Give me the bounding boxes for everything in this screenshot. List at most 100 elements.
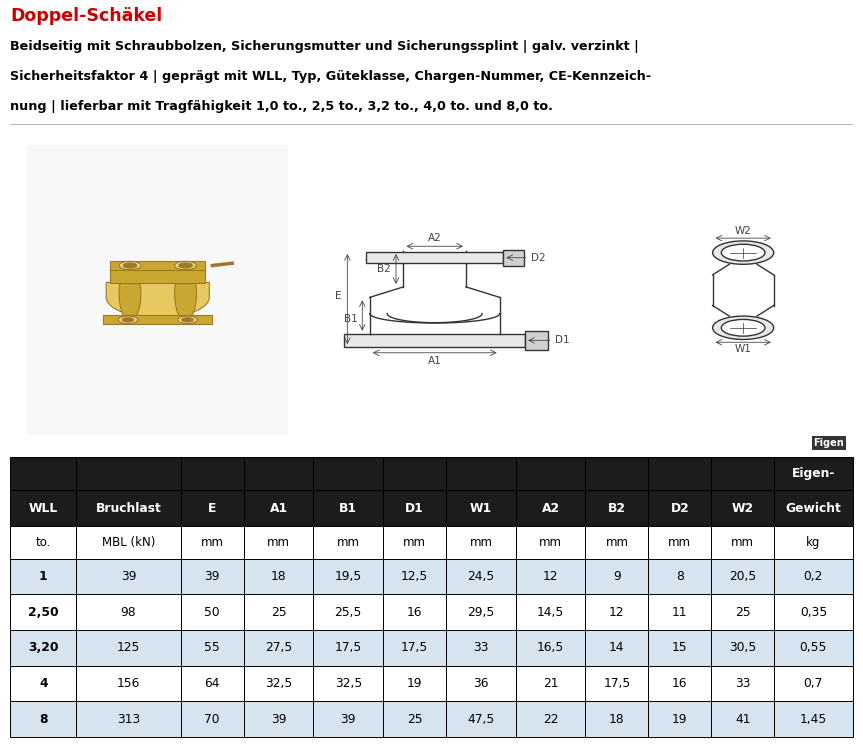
Text: 125: 125 <box>117 642 140 654</box>
Text: W2: W2 <box>734 227 752 236</box>
Bar <box>648 701 711 737</box>
Bar <box>10 595 76 630</box>
Text: E: E <box>208 502 217 515</box>
Text: mm: mm <box>337 536 360 549</box>
Text: 19,5: 19,5 <box>335 570 362 583</box>
Bar <box>585 665 648 701</box>
Text: D2: D2 <box>671 502 690 515</box>
Text: 0,2: 0,2 <box>803 570 823 583</box>
Text: 20,5: 20,5 <box>729 570 756 583</box>
Text: 8: 8 <box>39 712 47 726</box>
Bar <box>243 595 313 630</box>
Text: to.: to. <box>35 536 51 549</box>
Bar <box>516 701 585 737</box>
Bar <box>313 665 383 701</box>
Bar <box>516 559 585 595</box>
Text: 21: 21 <box>543 677 558 690</box>
Bar <box>585 457 648 490</box>
Bar <box>110 261 205 270</box>
Text: A2: A2 <box>428 233 442 243</box>
Bar <box>516 457 585 490</box>
Text: Figen: Figen <box>814 438 844 448</box>
Text: Sicherheitsfaktor 4 | geprägt mit WLL, Typ, Güteklasse, Chargen-Nummer, CE-Kennz: Sicherheitsfaktor 4 | geprägt mit WLL, T… <box>10 70 652 83</box>
Text: 19: 19 <box>406 677 422 690</box>
Bar <box>774 665 853 701</box>
Bar <box>585 527 648 559</box>
Text: 39: 39 <box>271 712 287 726</box>
Bar <box>446 630 516 665</box>
Text: 29,5: 29,5 <box>467 606 494 618</box>
Text: 98: 98 <box>121 606 136 618</box>
Text: 25: 25 <box>735 606 751 618</box>
Text: 41: 41 <box>735 712 751 726</box>
Bar <box>516 490 585 527</box>
Bar <box>243 559 313 595</box>
Text: Gewicht: Gewicht <box>785 502 841 515</box>
Text: kg: kg <box>806 536 821 549</box>
Bar <box>76 457 180 490</box>
Bar <box>243 630 313 665</box>
Text: 15: 15 <box>672 642 688 654</box>
Text: 32,5: 32,5 <box>335 677 362 690</box>
Bar <box>711 527 774 559</box>
Bar <box>313 630 383 665</box>
Circle shape <box>713 316 774 339</box>
Text: 16: 16 <box>672 677 688 690</box>
Bar <box>526 331 548 350</box>
Text: 64: 64 <box>205 677 220 690</box>
Text: 18: 18 <box>609 712 625 726</box>
Text: 39: 39 <box>341 712 356 726</box>
Bar <box>585 595 648 630</box>
Bar <box>10 665 76 701</box>
Bar <box>383 457 446 490</box>
Text: D2: D2 <box>531 253 545 263</box>
Bar <box>76 701 180 737</box>
Text: 0,7: 0,7 <box>803 677 823 690</box>
Text: 14: 14 <box>609 642 625 654</box>
Bar <box>585 630 648 665</box>
Bar <box>774 527 853 559</box>
Bar <box>313 457 383 490</box>
Ellipse shape <box>123 263 137 268</box>
Bar <box>711 490 774 527</box>
Ellipse shape <box>179 263 192 268</box>
Bar <box>180 595 243 630</box>
Ellipse shape <box>181 318 193 322</box>
Bar <box>446 665 516 701</box>
Ellipse shape <box>118 316 138 324</box>
Bar <box>10 527 76 559</box>
Bar <box>383 595 446 630</box>
Text: Beidseitig mit Schraubbolzen, Sicherungsmutter und Sicherungssplint | galv. verz: Beidseitig mit Schraubbolzen, Sicherungs… <box>10 40 639 53</box>
Text: W2: W2 <box>732 502 753 515</box>
Bar <box>711 701 774 737</box>
Ellipse shape <box>122 318 134 322</box>
Bar <box>516 630 585 665</box>
Bar <box>516 665 585 701</box>
Text: nung | lieferbar mit Tragfähigkeit 1,0 to., 2,5 to., 3,2 to., 4,0 to. und 8,0 to: nung | lieferbar mit Tragfähigkeit 1,0 t… <box>10 100 553 113</box>
Text: E: E <box>335 291 341 301</box>
Ellipse shape <box>178 316 198 324</box>
Text: 32,5: 32,5 <box>265 677 293 690</box>
Text: mm: mm <box>403 536 426 549</box>
Bar <box>243 490 313 527</box>
Text: mm: mm <box>606 536 628 549</box>
Text: mm: mm <box>539 536 562 549</box>
Circle shape <box>721 319 765 336</box>
Text: 12: 12 <box>609 606 625 618</box>
Text: mm: mm <box>731 536 754 549</box>
Text: 18: 18 <box>271 570 287 583</box>
Bar <box>243 701 313 737</box>
Text: 25,5: 25,5 <box>335 606 362 618</box>
Text: A1: A1 <box>269 502 287 515</box>
Text: MBL (kN): MBL (kN) <box>102 536 155 549</box>
Text: 16: 16 <box>406 606 422 618</box>
Bar <box>110 268 205 283</box>
Bar <box>446 595 516 630</box>
Bar <box>711 457 774 490</box>
Bar <box>774 559 853 595</box>
Text: 156: 156 <box>117 677 140 690</box>
Bar <box>648 559 711 595</box>
Bar <box>774 457 853 490</box>
Text: 47,5: 47,5 <box>467 712 494 726</box>
Bar <box>243 527 313 559</box>
